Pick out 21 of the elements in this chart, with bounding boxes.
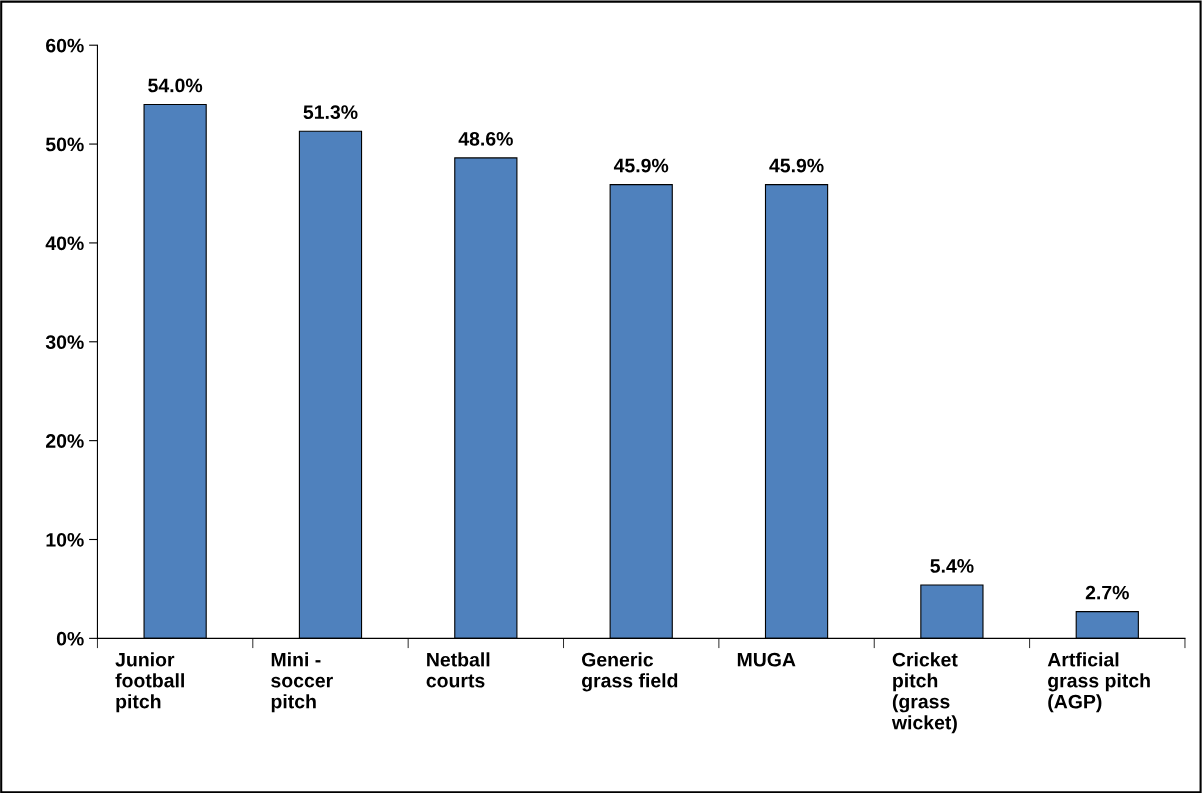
x-tick-label: Cricket pitch (grass wicket) bbox=[891, 652, 958, 734]
x-tick-label: Netball courts bbox=[426, 652, 490, 688]
y-tick-label: 20% bbox=[46, 434, 84, 448]
data-label: 45.9% bbox=[613, 158, 669, 173]
x-tick-label: Mini - soccer pitch bbox=[271, 652, 333, 713]
data-label: 5.4% bbox=[930, 559, 974, 573]
y-tick-label: 0% bbox=[56, 631, 84, 646]
y-tick-label: 30% bbox=[45, 335, 84, 350]
data-label: 48.6% bbox=[458, 131, 513, 146]
y-tick-label: 10% bbox=[46, 532, 84, 547]
data-label: 2.7% bbox=[1085, 585, 1129, 600]
x-tick-label: Artficial grass pitch (AGP) bbox=[1047, 652, 1150, 713]
y-tick-label: 60% bbox=[46, 38, 84, 53]
data-label: 45.9% bbox=[769, 158, 824, 173]
data-label: 54.0% bbox=[148, 78, 203, 93]
x-tick-label: MUGA bbox=[737, 652, 796, 667]
x-tick-label: Junior football pitch bbox=[115, 652, 184, 713]
y-tick-label: 50% bbox=[45, 137, 84, 152]
data-label: 51.3% bbox=[303, 105, 358, 120]
x-tick-label: Generic grass field bbox=[582, 652, 678, 692]
y-tick-label: 40% bbox=[45, 236, 84, 251]
